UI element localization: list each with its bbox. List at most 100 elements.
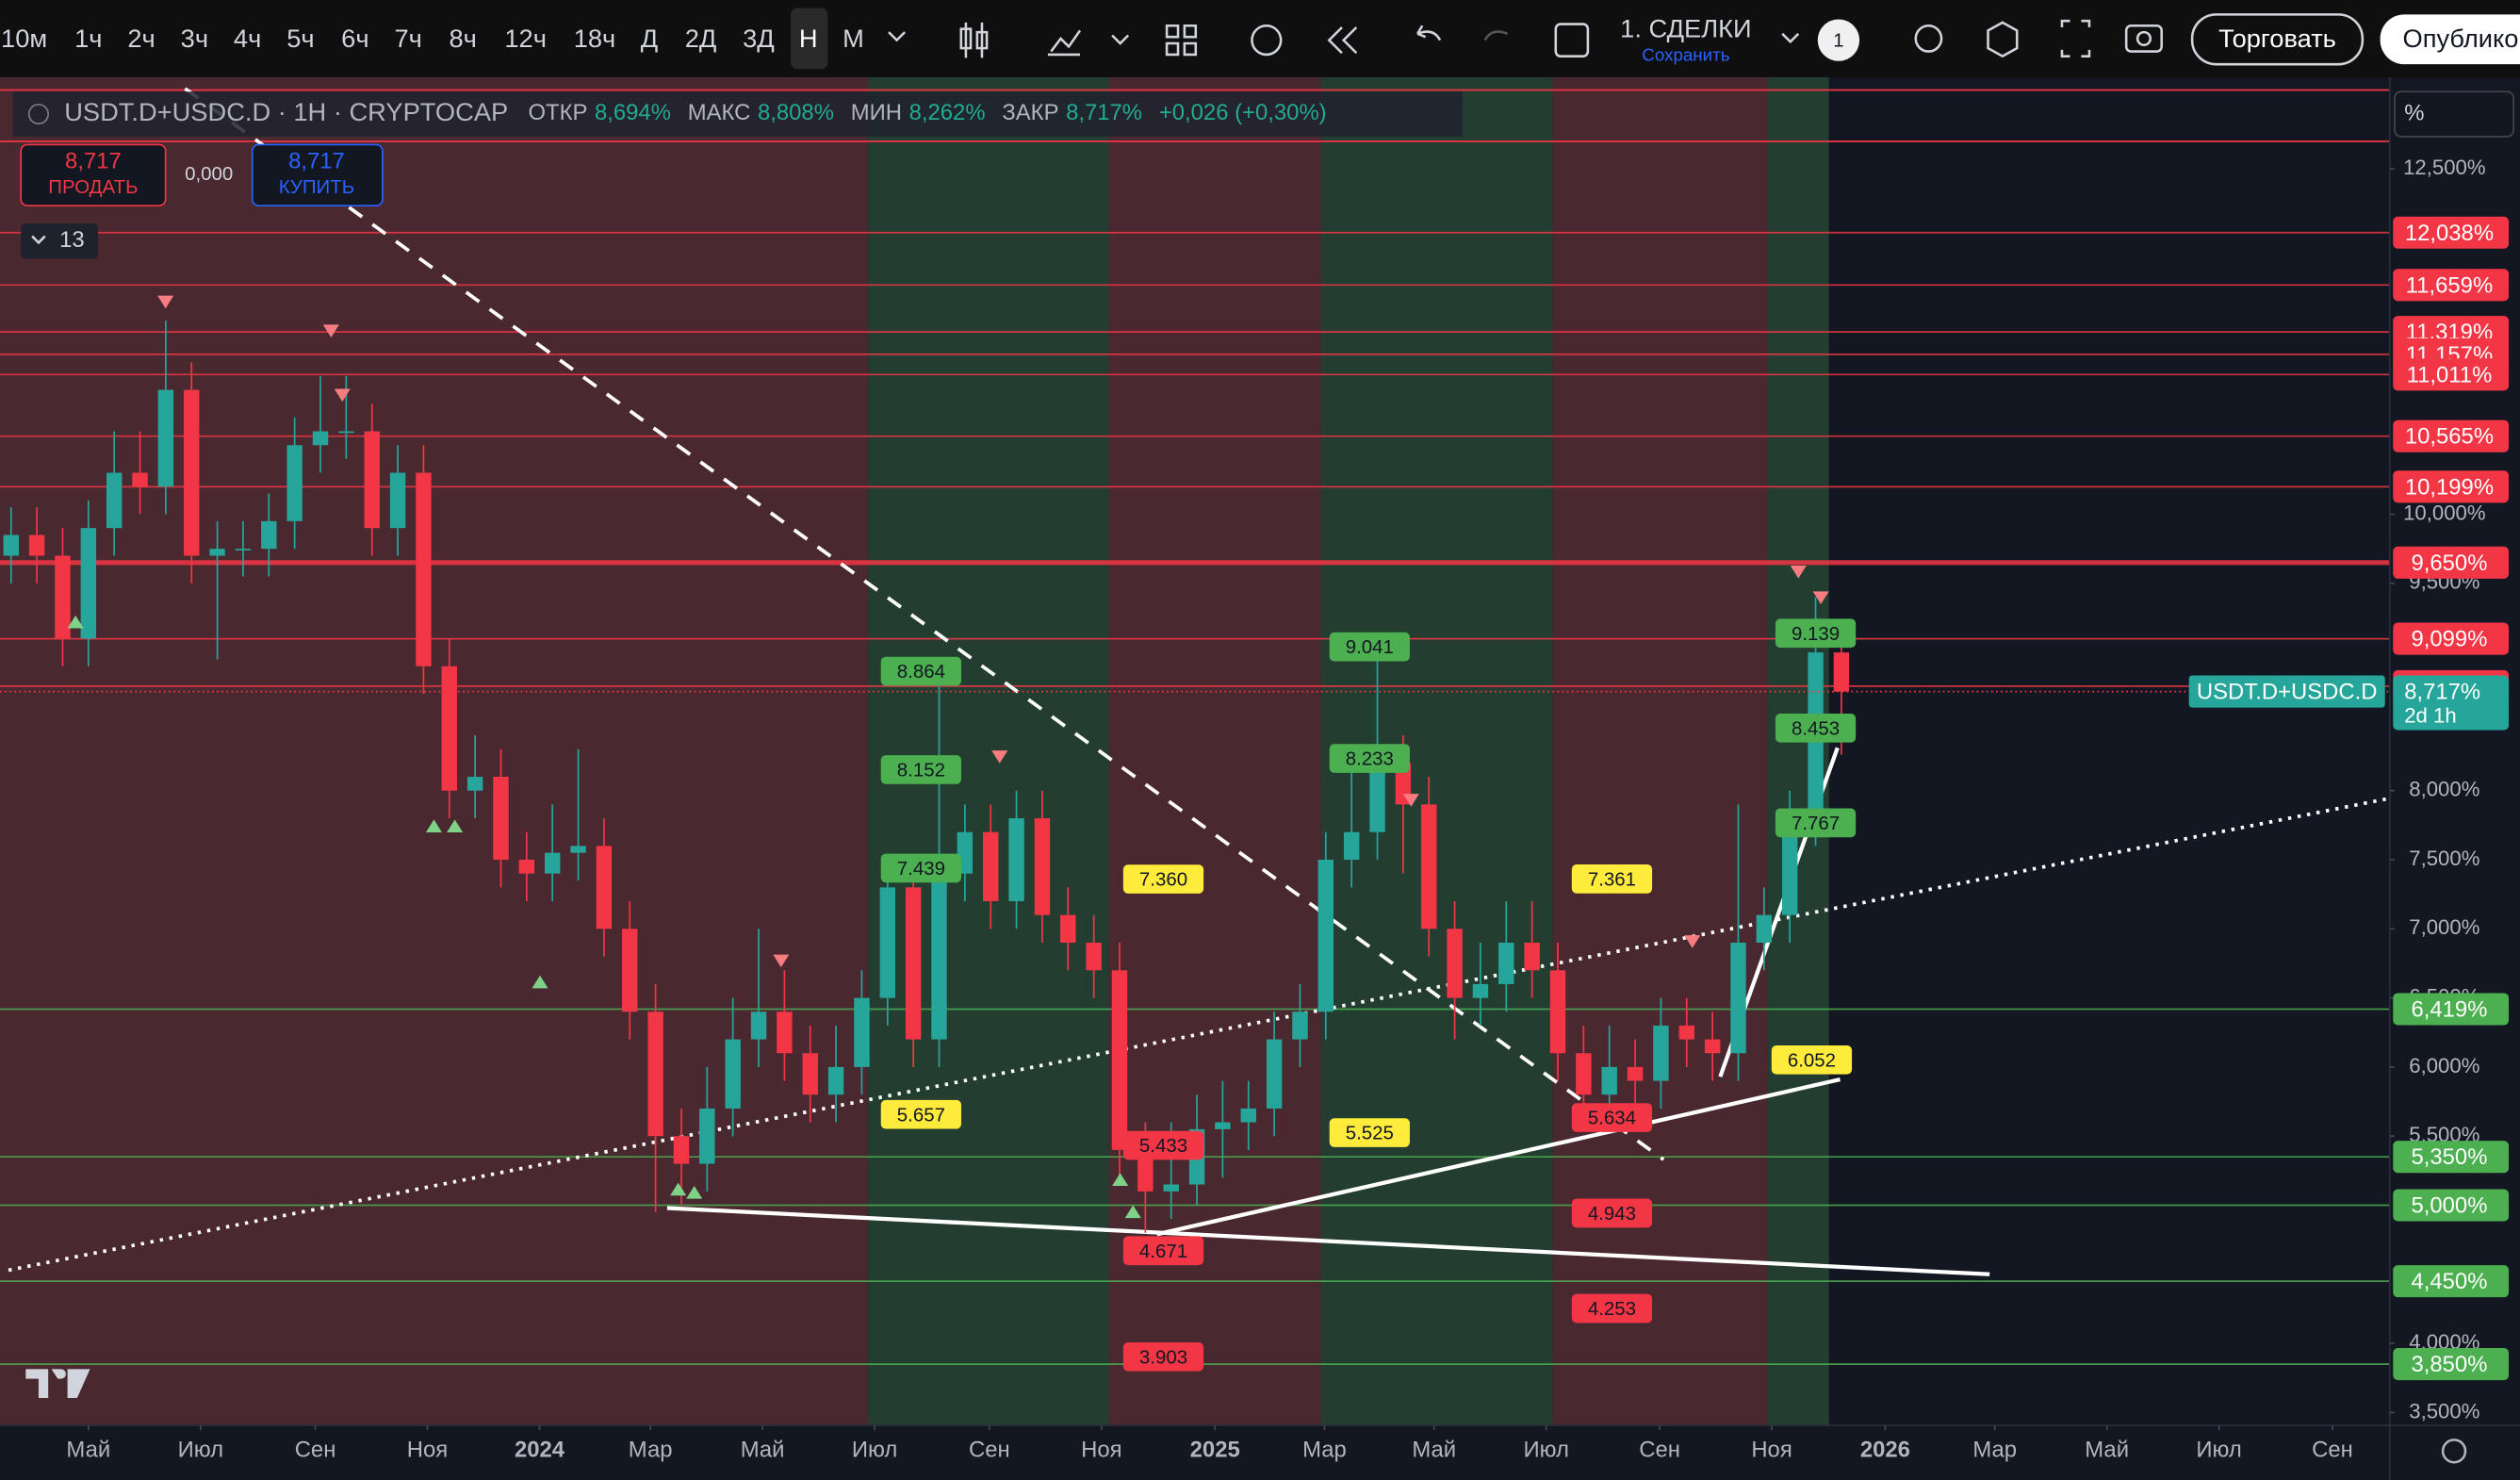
interval-button[interactable]: 5ч <box>286 24 314 53</box>
interval-button[interactable]: 3ч <box>181 24 208 53</box>
price-label-box <box>1571 1293 1653 1324</box>
x-tick-label: Май <box>1412 1438 1456 1463</box>
chart-type-icon[interactable] <box>959 22 989 58</box>
x-tick-label: Ноя <box>1751 1438 1792 1463</box>
price-label-box <box>880 755 961 784</box>
interval-button[interactable]: 7ч <box>394 24 421 53</box>
price-label-box <box>880 1099 961 1129</box>
trade-button-label: Торговать <box>2218 24 2336 53</box>
publish-button[interactable] <box>2380 14 2520 65</box>
interval-button[interactable]: 3Д <box>743 24 775 53</box>
interval-button[interactable]: 10м <box>1 24 47 53</box>
sell-label: ПРОДАТЬ <box>48 176 138 198</box>
chevron <box>31 235 46 245</box>
redo-icon[interactable] <box>1483 30 1509 41</box>
undo-icon[interactable] <box>1416 25 1442 41</box>
legend-low: 8,262% <box>909 100 986 125</box>
level-label-box <box>2393 622 2510 655</box>
badge-count: 1 <box>1833 30 1843 52</box>
price-label: 7.360 <box>1139 869 1187 891</box>
interval-button[interactable]: 2Д <box>685 24 717 53</box>
level-label-box <box>2393 1348 2510 1381</box>
replay-icon[interactable] <box>1327 26 1358 55</box>
candle-body <box>827 1066 844 1095</box>
layout-icon[interactable] <box>1554 23 1590 58</box>
trend-line <box>666 1206 1990 1276</box>
screenshot-icon[interactable] <box>2124 24 2163 53</box>
layout-name[interactable]: 1. СДЕЛКИ <box>1620 14 1751 43</box>
buy-signal <box>686 1186 703 1199</box>
x-tick-label: Сен <box>969 1438 1010 1463</box>
interval-button[interactable]: 8ч <box>449 24 476 53</box>
sell-signal <box>1684 935 1701 948</box>
price-label: 4.943 <box>1588 1203 1636 1225</box>
price-label: 6.052 <box>1788 1049 1836 1071</box>
candle-body <box>777 1011 793 1054</box>
symbol-tag-box <box>2188 675 2385 708</box>
buy-price: 8,717 <box>288 148 345 173</box>
toolbar <box>0 0 2520 77</box>
x-tick-label: Июл <box>852 1438 897 1463</box>
candle-body <box>184 389 200 556</box>
trade-button[interactable] <box>2190 13 2365 66</box>
badge[interactable] <box>1817 19 1860 61</box>
interval-button[interactable]: 4ч <box>234 24 261 53</box>
level-label-box <box>2393 216 2510 249</box>
indicators-dropdown[interactable] <box>1111 34 1130 45</box>
settings-icon[interactable] <box>1987 21 2019 58</box>
level-label: 9,099% <box>2411 627 2487 652</box>
bear-zone <box>0 76 868 1426</box>
templates-icon[interactable] <box>1165 24 1198 57</box>
candle-body <box>1421 804 1437 929</box>
price-label-box <box>1329 744 1410 773</box>
indicators-toggle[interactable] <box>21 222 99 259</box>
interval-button[interactable]: 2ч <box>127 24 155 53</box>
settings-icon[interactable] <box>2441 1439 2467 1464</box>
interval-button[interactable]: М <box>843 24 864 53</box>
axes: % 12,500%10,000%9,500%8,000%7,500%7,000%… <box>0 76 2520 1480</box>
signal-markers <box>67 295 1829 1219</box>
layout-dropdown[interactable] <box>1781 32 1800 44</box>
x-tick-label: 2025 <box>1190 1438 1240 1463</box>
candle-body <box>544 852 561 874</box>
chart-background <box>0 76 2390 1426</box>
candle-body <box>493 777 509 861</box>
x-tick-label: Май <box>741 1438 785 1463</box>
alert-icon[interactable] <box>1251 24 1283 57</box>
buy-button[interactable] <box>251 143 384 207</box>
legend-high: 8,808% <box>758 100 834 125</box>
fullscreen-icon[interactable] <box>2060 19 2091 58</box>
candle-body <box>1292 1011 1308 1040</box>
save-link[interactable]: Сохранить <box>1642 45 1729 65</box>
interval-button[interactable]: 12ч <box>504 24 547 53</box>
level-label-box <box>2393 269 2510 302</box>
level-label: 11,659% <box>2406 272 2493 298</box>
y-tick-label: 10,000% <box>2403 501 2485 524</box>
sell-signal <box>334 388 351 403</box>
price-label-box <box>1122 1341 1204 1372</box>
price-label: 5.525 <box>1346 1123 1394 1144</box>
search-icon[interactable] <box>1914 24 1943 53</box>
x-tick-label: Ноя <box>1081 1438 1121 1463</box>
unit-box[interactable] <box>2394 90 2515 138</box>
interval-button[interactable]: Н <box>799 24 818 53</box>
indicators-icon[interactable] <box>1047 29 1082 57</box>
interval-button[interactable]: 1ч <box>74 24 102 53</box>
level-label-box <box>2393 1141 2510 1174</box>
interval-dropdown[interactable] <box>888 31 907 42</box>
x-tick-label: Май <box>66 1438 110 1463</box>
level-label: 5,350% <box>2411 1144 2487 1170</box>
candle-body <box>416 472 432 666</box>
candle-body <box>209 549 225 556</box>
interval-button[interactable]: 6ч <box>341 24 368 53</box>
buy-signal <box>425 819 442 833</box>
candle-body <box>1163 1184 1179 1192</box>
y-tick-label: 7,500% <box>2409 847 2479 870</box>
candle-body <box>235 549 252 551</box>
x-tick-label: Июл <box>2196 1438 2241 1463</box>
interval-button[interactable]: Д <box>641 24 658 53</box>
interval-button[interactable]: 18ч <box>574 24 616 53</box>
sell-button[interactable] <box>20 143 167 207</box>
overlay: 1. СДЕЛКИ Сохранить 1 Торговать Опублико… <box>0 0 2520 1399</box>
buy-label: КУПИТЬ <box>279 176 354 198</box>
